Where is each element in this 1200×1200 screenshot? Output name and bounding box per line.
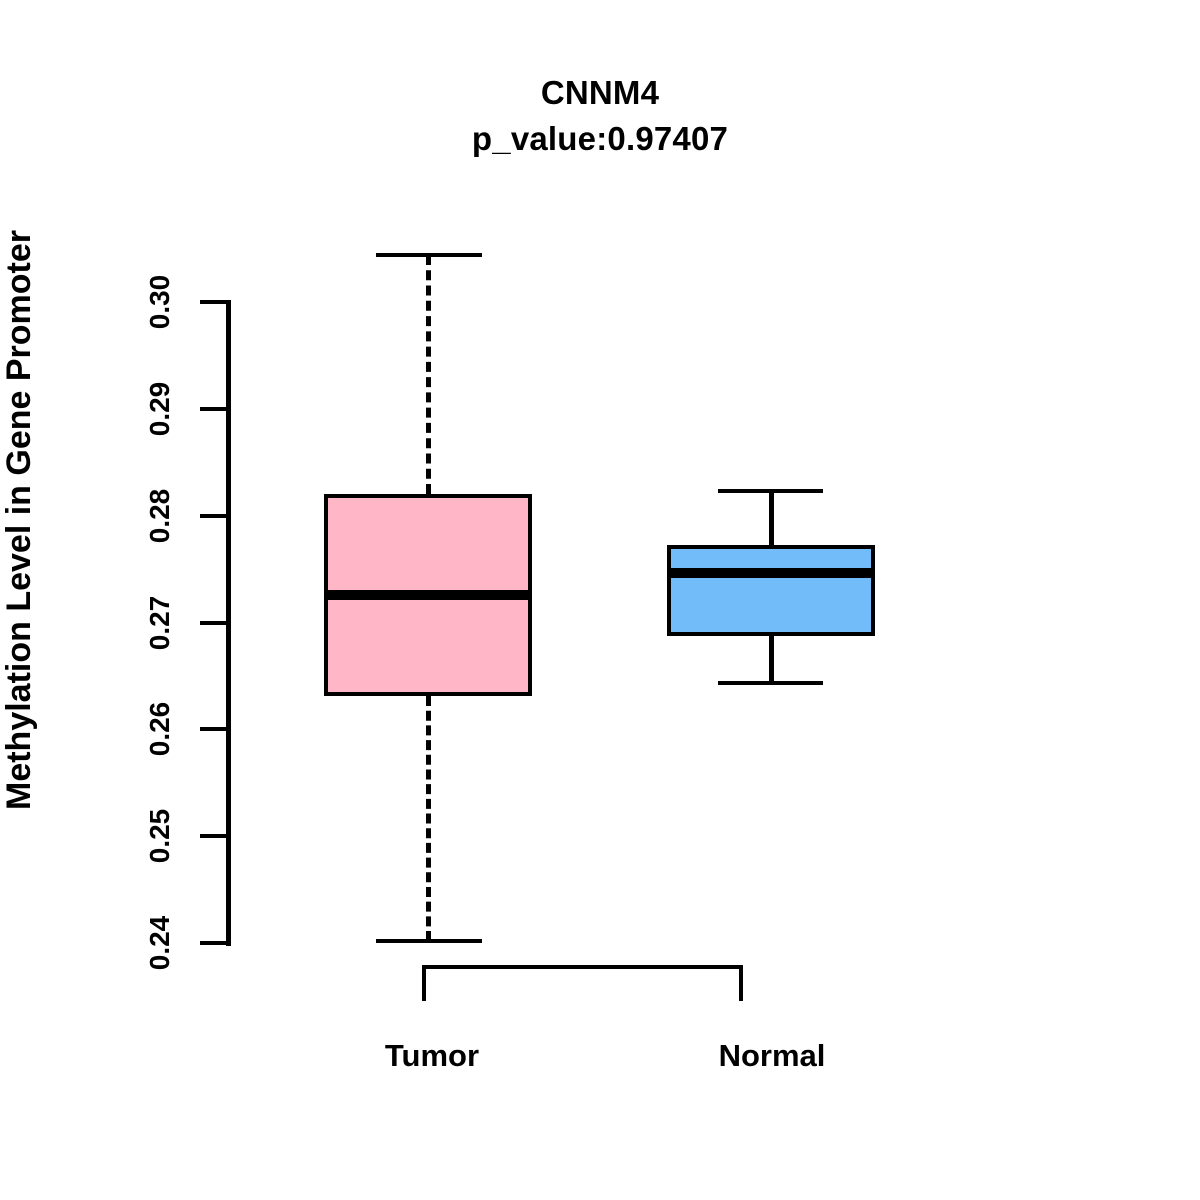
cap-lower-normal xyxy=(718,681,823,686)
box-normal xyxy=(667,544,875,637)
median-line-tumor xyxy=(324,589,532,600)
y-tick-mark xyxy=(200,727,227,732)
x-axis-bracket xyxy=(422,965,743,1001)
median-line-normal xyxy=(667,568,875,579)
y-tick-mark xyxy=(200,834,227,839)
x-tick-label-normal: Normal xyxy=(718,1038,826,1073)
whisker-upper-normal xyxy=(769,491,774,545)
cap-lower-tumor xyxy=(376,938,482,943)
page-title: CNNM4 xyxy=(540,74,660,111)
cap-upper-normal xyxy=(718,489,823,494)
whisker-lower-tumor xyxy=(426,696,431,941)
cap-upper-tumor xyxy=(376,252,482,257)
y-tick-mark xyxy=(200,941,227,945)
y-tick-mark xyxy=(200,513,227,518)
y-tick-mark xyxy=(200,406,227,411)
y-tick-label: 0.30 xyxy=(144,274,175,330)
y-axis-title: Methylation Level in Gene Promoter xyxy=(0,229,38,810)
whisker-upper-tumor xyxy=(426,254,431,495)
x-tick-label-tumor: Tumor xyxy=(384,1038,480,1073)
pvalue-subtitle: p_value:0.97407 xyxy=(471,120,729,157)
y-tick-mark xyxy=(200,300,227,304)
y-tick-mark xyxy=(200,620,227,625)
y-axis-line xyxy=(226,300,231,946)
whisker-lower-normal xyxy=(769,636,774,684)
